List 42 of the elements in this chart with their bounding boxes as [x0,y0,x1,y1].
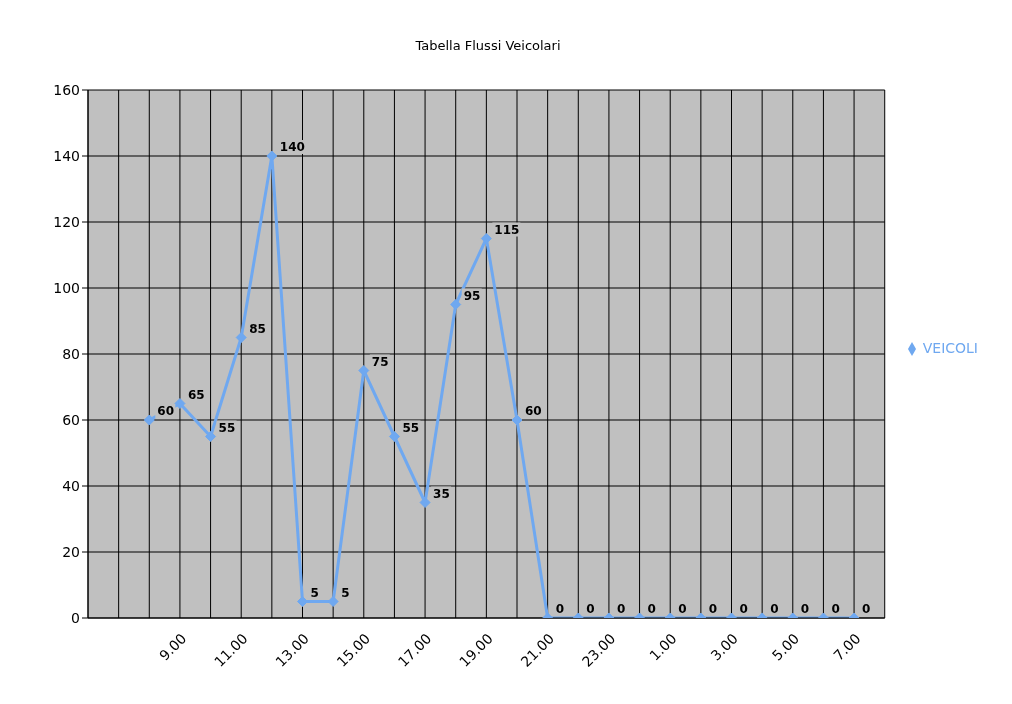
y-tick-label: 80 [62,345,80,362]
point [205,431,217,442]
data-label: 140 [279,140,305,154]
chart-title: Tabella Flussi Veicolari [414,38,562,53]
data-label: 0 [708,602,718,616]
data-label: 115 [494,222,520,237]
data-label: 5 [310,585,319,600]
y-tick-label: 140 [53,147,80,164]
data-label: 0 [739,602,748,616]
data-label: 55 [218,420,236,435]
data-label: 65 [187,387,205,402]
data-label: 60 [157,404,174,418]
data-label: 55 [402,420,420,435]
point [143,414,155,426]
point [235,332,247,343]
data-label: 75 [371,354,389,369]
data-label: 0 [647,602,656,616]
y-tick-label: 60 [62,411,80,428]
data-label: 0 [862,602,871,616]
y-tick-label: 20 [62,543,80,560]
y-tick-label: 0 [71,609,80,626]
y-tick-label: 120 [53,213,80,230]
data-label: 95 [463,288,481,303]
legend-label: VEICOLI [922,340,978,356]
y-tick-label: 160 [53,81,80,98]
y-tick-label: 100 [53,279,80,296]
point [388,431,400,442]
data-label: 0 [800,602,810,616]
data-label: 0 [586,602,595,616]
point [511,414,523,426]
point [174,398,186,409]
data-label: 0 [555,602,564,616]
data-label: 0 [616,602,626,616]
data-label: 85 [249,321,266,336]
data-label: 0 [770,602,779,616]
data-label: 35 [433,486,450,501]
data-label: 60 [525,404,542,418]
data-label: 0 [678,602,687,616]
point [450,299,462,310]
y-tick-label: 40 [62,477,80,494]
data-label: 5 [341,585,350,600]
data-label: 0 [831,602,840,616]
